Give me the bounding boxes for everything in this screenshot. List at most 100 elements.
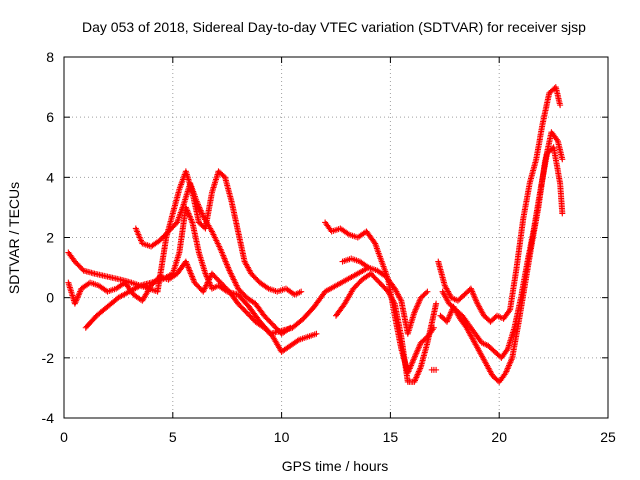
data-point-fill xyxy=(334,277,349,288)
data-point-fill xyxy=(341,256,353,264)
data-point-fill xyxy=(301,304,317,321)
data-point-fill xyxy=(218,248,232,273)
y-tick-label: -2 xyxy=(42,350,55,366)
x-tick-label: 15 xyxy=(383,429,399,445)
data-point-fill xyxy=(158,274,170,282)
y-tick-label: -4 xyxy=(42,410,55,426)
data-point-fill xyxy=(122,281,136,297)
data-point-fill xyxy=(486,344,497,354)
grid-lines xyxy=(64,57,608,418)
data-point-fill xyxy=(533,121,546,161)
data-point-fill xyxy=(97,283,110,294)
data-point-fill xyxy=(497,371,508,384)
data-point-fill xyxy=(412,365,424,384)
data-point-fill xyxy=(509,320,522,360)
data-point-fill xyxy=(351,277,364,291)
data-point-fill xyxy=(166,220,179,234)
y-tick-label: 0 xyxy=(46,290,54,306)
data-point-fill xyxy=(209,230,223,251)
data-point-fill xyxy=(174,203,187,224)
x-tick-label: 0 xyxy=(60,429,68,445)
data-point-fill xyxy=(342,287,356,306)
data-point-fill xyxy=(392,287,404,303)
data-point-fill xyxy=(227,290,241,306)
data-point-fill xyxy=(369,271,382,285)
series-track-8 xyxy=(435,84,564,325)
data-point-fill xyxy=(553,85,563,107)
data-point-fill xyxy=(398,335,411,384)
data-point-fill xyxy=(464,326,476,342)
data-point-fill xyxy=(501,308,512,321)
x-tick-label: 20 xyxy=(491,429,507,445)
data-point-fill xyxy=(537,151,550,191)
x-axis-label: GPS time / hours xyxy=(282,458,389,474)
data-point-fill xyxy=(290,316,305,330)
data-point-fill xyxy=(520,182,533,221)
data-point-fill xyxy=(345,271,360,282)
series-track-7 xyxy=(339,255,431,337)
data-point-fill xyxy=(187,182,200,203)
data-point-fill xyxy=(236,286,249,300)
data-point-fill xyxy=(235,230,248,263)
data-point-fill xyxy=(505,326,517,351)
data-point-fill xyxy=(262,326,275,339)
data-point-fill xyxy=(477,350,489,366)
data-point-fill xyxy=(149,274,162,288)
data-point-fill xyxy=(306,331,318,340)
data-point-fill xyxy=(141,241,153,249)
data-point-fill xyxy=(424,302,439,345)
data-point-fill xyxy=(276,286,288,294)
data-point-fill xyxy=(480,340,490,348)
data-point-fill xyxy=(540,91,552,125)
data-point-fill xyxy=(375,268,388,279)
data-point-fill xyxy=(405,311,417,336)
data-point-fill xyxy=(189,221,202,254)
data-point-fill xyxy=(158,229,171,243)
data-point-fill xyxy=(242,260,254,276)
data-point-fill xyxy=(511,296,524,330)
data-point-fill xyxy=(253,319,266,330)
y-axis-label: SDTVAR / TECUs xyxy=(6,182,22,294)
data-point-fill xyxy=(117,289,131,300)
data-point-fill xyxy=(412,296,424,315)
series-track-10 xyxy=(439,144,566,361)
data-point-fill xyxy=(440,290,452,306)
series-track-6 xyxy=(333,270,440,385)
data-point-fill xyxy=(358,259,371,270)
data-point-fill xyxy=(149,238,162,249)
data-point-fill xyxy=(183,205,195,224)
data-point-fill xyxy=(284,286,297,297)
data-point xyxy=(433,366,440,373)
series-track-3 xyxy=(65,258,320,355)
data-point-fill xyxy=(267,286,279,294)
data-point-fill xyxy=(170,251,182,275)
data-point xyxy=(298,288,305,295)
data-point-fill xyxy=(262,314,275,327)
data-point-fill xyxy=(473,332,484,345)
data-point-fill xyxy=(227,269,241,291)
data-marks xyxy=(65,84,566,385)
data-point-fill xyxy=(384,274,397,291)
data-point-fill xyxy=(418,341,430,369)
x-tick-label: 25 xyxy=(600,429,616,445)
data-point-fill xyxy=(133,227,145,245)
data-point-fill xyxy=(458,317,469,330)
data-point-fill xyxy=(106,286,118,294)
data-point-fill xyxy=(456,292,467,303)
data-point-fill xyxy=(209,169,221,194)
data-point-fill xyxy=(170,188,182,215)
data-point xyxy=(287,324,294,331)
series-track-11 xyxy=(428,366,440,373)
data-point-fill xyxy=(79,280,92,291)
data-point-fill xyxy=(245,295,257,306)
data-point-fill xyxy=(288,337,301,348)
data-point-fill xyxy=(419,289,430,300)
data-point-fill xyxy=(105,295,120,309)
data-point-fill xyxy=(201,272,215,294)
data-point-fill xyxy=(549,130,560,143)
data-point xyxy=(424,288,431,295)
data-point-fill xyxy=(280,325,292,336)
data-point-fill xyxy=(555,139,565,161)
data-point-fill xyxy=(201,214,215,233)
data-point-fill xyxy=(140,284,154,303)
